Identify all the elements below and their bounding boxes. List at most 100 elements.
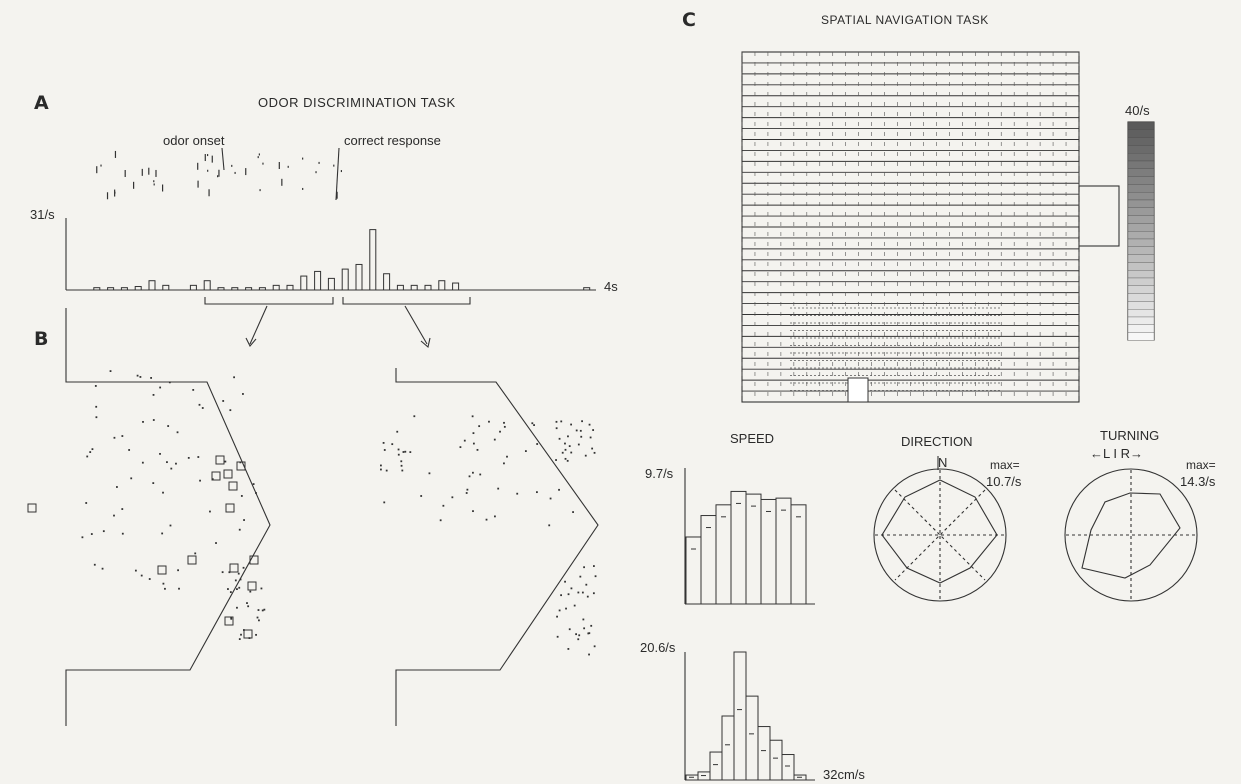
firing-rate-square xyxy=(157,565,167,575)
arrow-left-head xyxy=(245,337,257,347)
spike-dot-right xyxy=(592,592,595,595)
direction-circle xyxy=(873,468,1007,602)
spike-dot-left xyxy=(130,477,133,480)
spike-dot-left xyxy=(159,386,162,389)
spike-dot-left xyxy=(113,514,115,517)
lower-speed-bar xyxy=(721,715,735,781)
spike-dot-right xyxy=(465,492,468,494)
bracket-right xyxy=(342,297,471,305)
spike-dot-right xyxy=(385,469,388,472)
lower-speed-bar xyxy=(757,726,771,781)
spike-dot-right xyxy=(584,454,587,457)
spike-dot-right xyxy=(558,437,561,440)
scale-max-label: 40/s xyxy=(1125,103,1150,118)
spike-dot-right xyxy=(594,575,597,578)
scale-band xyxy=(1127,192,1155,201)
spike-dot-right xyxy=(567,648,570,650)
spike-dot-left xyxy=(141,461,144,464)
spike-dot-left xyxy=(95,405,98,408)
spike-dot-right xyxy=(587,632,590,635)
spike-dot-left xyxy=(257,609,260,611)
spike-dot-right xyxy=(380,468,382,471)
spike-dot-left xyxy=(234,579,237,582)
spike-dot-left xyxy=(249,590,252,593)
odor-histogram-bar xyxy=(231,287,239,291)
spike-dot-left xyxy=(228,571,231,574)
turning-max-label: max= xyxy=(1186,458,1216,472)
spike-dot-right xyxy=(409,451,412,454)
firing-rate-square xyxy=(225,503,235,513)
odor-histogram-bar xyxy=(355,263,363,291)
scale-band xyxy=(1127,153,1155,162)
odor-ymax-label: 31/s xyxy=(30,207,55,222)
odor-histogram-bar xyxy=(120,287,128,291)
direction-max-value: 10.7/s xyxy=(986,474,1022,489)
scale-band xyxy=(1127,223,1155,232)
spike-dot-left xyxy=(161,532,164,535)
spike-dot-right xyxy=(472,510,474,513)
spike-dot-left xyxy=(134,569,137,572)
spike-dot-left xyxy=(261,609,264,612)
lower-speed-bar xyxy=(781,754,795,781)
spike-dot-right xyxy=(472,442,475,445)
map-empty-cell xyxy=(847,377,869,403)
firing-rate-square xyxy=(236,461,246,471)
spike-dot-right xyxy=(516,492,519,495)
lower-ymax-label: 20.6/s xyxy=(640,640,676,655)
odor-histogram-bar xyxy=(327,277,335,291)
direction-north-label: N xyxy=(938,455,948,470)
spike-dot-left xyxy=(95,416,98,419)
spike-dot-right xyxy=(442,504,445,507)
spike-dot-right xyxy=(382,441,385,444)
spike-dot-right xyxy=(577,638,580,641)
spike-dot-right xyxy=(459,446,462,449)
speed-bar xyxy=(790,504,807,605)
spike-dot-left xyxy=(230,617,233,620)
spike-dot-right xyxy=(478,425,481,428)
spike-dot-left xyxy=(148,578,151,580)
spike-dot-left xyxy=(229,591,232,594)
spike-dot-right xyxy=(589,436,592,439)
spike-dot-left xyxy=(201,407,204,409)
spike-dot-right xyxy=(560,594,562,597)
spike-dot-left xyxy=(150,377,153,379)
spike-dot-right xyxy=(580,435,583,438)
spike-dot-right xyxy=(383,449,386,451)
odor-histogram-bar xyxy=(383,273,391,291)
spike-dot-left xyxy=(255,633,257,636)
scale-band xyxy=(1127,238,1155,247)
odor-histogram-bar xyxy=(134,286,142,291)
spike-dot-right xyxy=(391,443,394,446)
spike-dot-right xyxy=(451,496,454,499)
scale-band xyxy=(1127,168,1155,177)
scale-band xyxy=(1127,231,1155,240)
spike-dot-left xyxy=(116,486,118,488)
arena-outline-right xyxy=(395,368,599,726)
spike-dot-left xyxy=(252,483,255,485)
spike-dot-right xyxy=(549,497,552,500)
spike-dot-left xyxy=(176,431,179,434)
spike-dot-right xyxy=(396,430,399,433)
firing-rate-square xyxy=(223,469,233,479)
scale-band xyxy=(1127,285,1155,294)
odor-histogram-bar xyxy=(341,268,349,291)
lower-speed-bar xyxy=(745,695,759,781)
odor-histogram-bar xyxy=(369,229,377,291)
spike-dot-left xyxy=(240,495,243,497)
spike-dot-right xyxy=(401,469,404,472)
spike-dot-right xyxy=(591,447,594,450)
scale-band xyxy=(1127,176,1155,185)
odor-histogram-bar xyxy=(189,284,197,291)
odor-task-title: ODOR DISCRIMINATION TASK xyxy=(258,95,456,110)
spike-dot-right xyxy=(558,609,561,612)
spike-dot-right xyxy=(485,518,488,521)
bracket-left xyxy=(204,297,334,305)
spike-dot-left xyxy=(233,376,235,379)
scale-band xyxy=(1127,332,1155,341)
odor-histogram-bar xyxy=(107,287,115,291)
odor-histogram-bar xyxy=(583,287,591,291)
odor-histogram-bar xyxy=(438,280,446,291)
spike-dot-left xyxy=(167,425,170,427)
odor-onset-marker xyxy=(221,147,225,171)
spike-dot-right xyxy=(564,448,567,451)
